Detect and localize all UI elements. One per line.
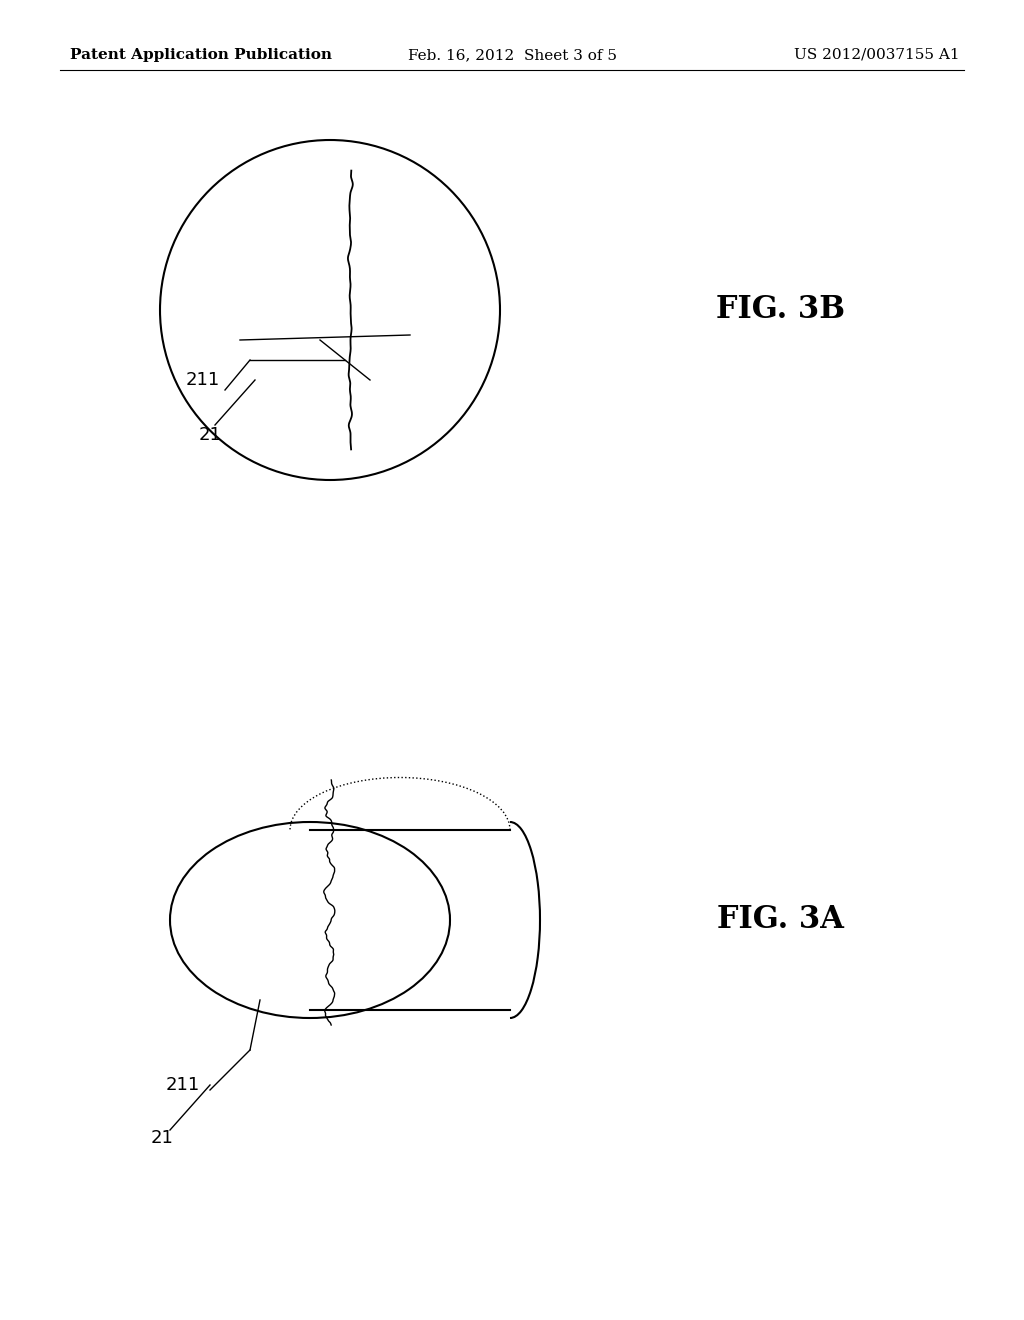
Text: 211: 211	[166, 1076, 200, 1094]
Text: 211: 211	[185, 371, 220, 389]
Text: US 2012/0037155 A1: US 2012/0037155 A1	[795, 48, 961, 62]
Text: FIG. 3A: FIG. 3A	[717, 904, 844, 936]
Text: Patent Application Publication: Patent Application Publication	[70, 48, 332, 62]
Text: 21: 21	[151, 1129, 173, 1147]
Text: 21: 21	[199, 426, 221, 444]
Text: FIG. 3B: FIG. 3B	[716, 294, 845, 326]
Text: Feb. 16, 2012  Sheet 3 of 5: Feb. 16, 2012 Sheet 3 of 5	[408, 48, 616, 62]
